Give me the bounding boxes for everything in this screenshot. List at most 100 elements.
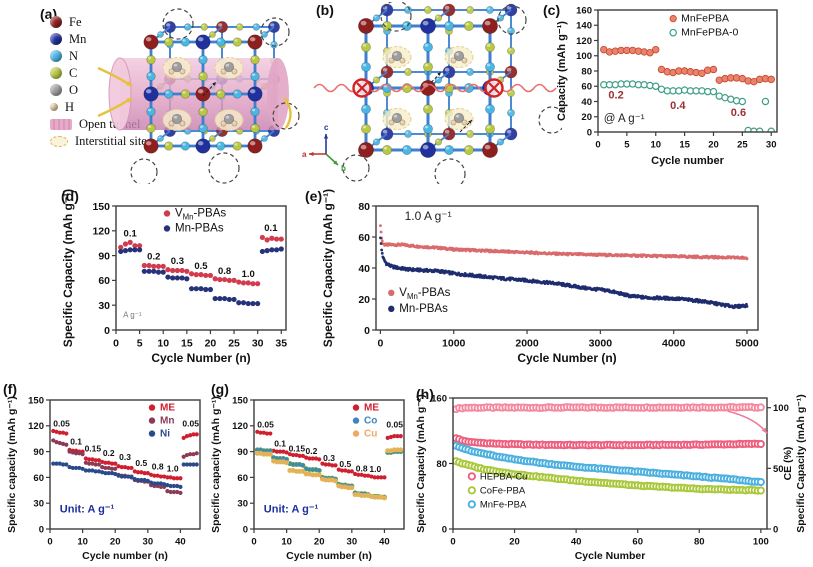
svg-text:1.0: 1.0 xyxy=(242,269,255,280)
svg-text:50: 50 xyxy=(773,464,784,475)
svg-text:30: 30 xyxy=(98,300,110,312)
svg-text:30: 30 xyxy=(33,499,44,510)
svg-text:0.1: 0.1 xyxy=(264,223,278,234)
legend-item-interstitial-site: Interstitial site xyxy=(50,133,180,149)
site-icon xyxy=(50,135,68,147)
svg-text:60: 60 xyxy=(33,473,44,484)
svg-text:MnFePBA-0: MnFePBA-0 xyxy=(681,27,738,39)
svg-text:c: c xyxy=(324,123,329,132)
svg-text:0: 0 xyxy=(364,325,370,337)
tunnel-icon xyxy=(50,118,72,130)
svg-text:160: 160 xyxy=(576,5,592,16)
svg-text:VMn-PBAs: VMn-PBAs xyxy=(399,287,450,301)
svg-text:3000: 3000 xyxy=(589,338,613,350)
svg-text:25: 25 xyxy=(737,140,748,151)
legend-label: C xyxy=(69,65,78,80)
svg-text:80: 80 xyxy=(358,201,370,213)
legend-label: Interstitial site xyxy=(75,133,147,148)
svg-text:0.3: 0.3 xyxy=(171,256,184,267)
svg-text:10: 10 xyxy=(650,140,661,151)
panel-label-g: (g) xyxy=(211,381,229,397)
axis-gizmo: c a b xyxy=(302,123,346,173)
svg-text:Specific capacity (mAh g⁻¹): Specific capacity (mAh g⁻¹) xyxy=(6,396,18,533)
svg-text:0.8: 0.8 xyxy=(356,463,368,473)
svg-text:Mn-PBAs: Mn-PBAs xyxy=(399,303,448,315)
svg-text:120: 120 xyxy=(92,226,110,238)
svg-text:0: 0 xyxy=(587,127,592,138)
svg-text:0.8: 0.8 xyxy=(152,462,164,472)
svg-text:140: 140 xyxy=(576,21,592,32)
svg-text:90: 90 xyxy=(33,447,44,458)
svg-text:100: 100 xyxy=(576,51,592,62)
o-atom-icon xyxy=(50,84,62,96)
panel-label-h: (h) xyxy=(416,386,434,402)
svg-text:80: 80 xyxy=(436,459,447,470)
svg-text:5000: 5000 xyxy=(735,338,759,350)
svg-text:120: 120 xyxy=(232,421,248,432)
svg-text:40: 40 xyxy=(175,537,186,548)
chart-panel-c: 0 5 10 15 20 25 30 0 20 40 60 80 100 120 140 160 Cycle n… xyxy=(556,0,791,172)
svg-text:Unit: A g⁻¹: Unit: A g⁻¹ xyxy=(264,504,319,516)
svg-text:30: 30 xyxy=(143,537,154,548)
svg-text:0: 0 xyxy=(595,140,600,151)
svg-text:90: 90 xyxy=(98,250,110,262)
svg-text:20: 20 xyxy=(358,294,370,306)
svg-text:Capacity (mAh g⁻¹): Capacity (mAh g⁻¹) xyxy=(556,21,568,121)
legend-item-o: O xyxy=(50,82,180,98)
svg-text:Cycle Number: Cycle Number xyxy=(575,550,646,562)
svg-text:20: 20 xyxy=(708,140,719,151)
blocked-icon xyxy=(484,78,504,98)
svg-text:0.5: 0.5 xyxy=(135,458,147,468)
svg-text:160: 160 xyxy=(431,393,447,404)
svg-text:60: 60 xyxy=(237,473,248,484)
svg-text:Mn-PBAs: Mn-PBAs xyxy=(175,222,224,234)
chart-panel-h: 0 20 40 60 80 100 0 80 160 0 50 100 CE (%) Specific C… xyxy=(415,384,813,567)
svg-text:30: 30 xyxy=(347,537,358,548)
svg-text:40: 40 xyxy=(379,537,390,548)
svg-text:0: 0 xyxy=(243,524,248,535)
chart-panel-e: 0 1000 2000 3000 4000 5000 0 20 40 60 80 Cycle Numb… xyxy=(302,186,780,370)
svg-text:0: 0 xyxy=(47,537,52,548)
svg-text:0.2: 0.2 xyxy=(147,252,160,263)
panel-label-e: (e) xyxy=(305,188,323,204)
svg-text:20: 20 xyxy=(509,537,520,548)
svg-text:0.1: 0.1 xyxy=(274,438,286,448)
svg-text:150: 150 xyxy=(232,395,248,406)
legend-item-fe: Fe xyxy=(50,14,180,30)
svg-text:0.05: 0.05 xyxy=(182,419,199,429)
legend-label: H xyxy=(65,99,75,114)
svg-text:0.2: 0.2 xyxy=(608,89,623,101)
svg-text:20: 20 xyxy=(205,338,217,350)
svg-text:60: 60 xyxy=(98,275,110,287)
svg-text:10: 10 xyxy=(77,537,88,548)
svg-text:60: 60 xyxy=(632,537,643,548)
svg-text:15: 15 xyxy=(679,140,690,151)
svg-text:120: 120 xyxy=(576,36,592,47)
svg-text:Specific Capacity (mAh g⁻¹): Specific Capacity (mAh g⁻¹) xyxy=(795,394,807,533)
svg-text:10: 10 xyxy=(157,338,169,350)
svg-text:0: 0 xyxy=(450,537,455,548)
svg-text:ME: ME xyxy=(364,403,379,414)
c-atom-icon xyxy=(50,67,62,79)
panel-label-c: (c) xyxy=(543,2,561,18)
svg-text:0.05: 0.05 xyxy=(53,419,70,429)
svg-text:0: 0 xyxy=(113,338,119,350)
svg-text:60: 60 xyxy=(358,232,370,244)
svg-text:0.5: 0.5 xyxy=(194,261,208,272)
svg-text:Cycle number (n): Cycle number (n) xyxy=(82,550,168,562)
panel-b-structure: c a b xyxy=(302,2,562,184)
svg-text:5: 5 xyxy=(624,140,630,151)
legend-item-mn: Mn xyxy=(50,31,180,47)
svg-text:20: 20 xyxy=(110,537,121,548)
svg-text:60: 60 xyxy=(581,82,592,93)
svg-text:120: 120 xyxy=(28,421,44,432)
svg-text:40: 40 xyxy=(358,263,370,275)
svg-text:Cycle Number (n): Cycle Number (n) xyxy=(517,351,616,365)
svg-text:ME: ME xyxy=(160,403,175,414)
svg-text:0.15: 0.15 xyxy=(289,444,306,454)
svg-text:0.2: 0.2 xyxy=(103,448,115,458)
svg-text:CoFe-PBA: CoFe-PBA xyxy=(480,485,526,496)
svg-text:40: 40 xyxy=(581,97,592,108)
svg-text:10: 10 xyxy=(281,537,292,548)
